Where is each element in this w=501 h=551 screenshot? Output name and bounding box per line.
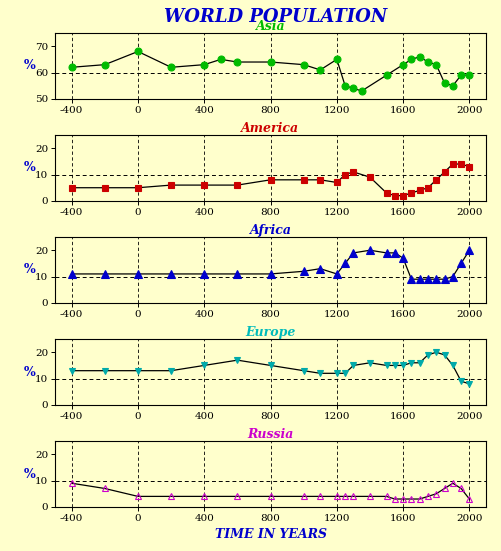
Title: Europe: Europe: [245, 326, 296, 339]
Y-axis label: %: %: [24, 263, 35, 277]
Y-axis label: %: %: [24, 365, 35, 379]
Title: Russia: Russia: [247, 428, 294, 441]
Title: Asia: Asia: [256, 20, 286, 33]
Text: WORLD POPULATION: WORLD POPULATION: [164, 8, 387, 26]
X-axis label: TIME IN YEARS: TIME IN YEARS: [214, 528, 327, 542]
Title: America: America: [241, 122, 300, 135]
Y-axis label: %: %: [24, 467, 35, 480]
Y-axis label: %: %: [24, 60, 35, 73]
Title: Africa: Africa: [249, 224, 292, 237]
Y-axis label: %: %: [24, 161, 35, 175]
